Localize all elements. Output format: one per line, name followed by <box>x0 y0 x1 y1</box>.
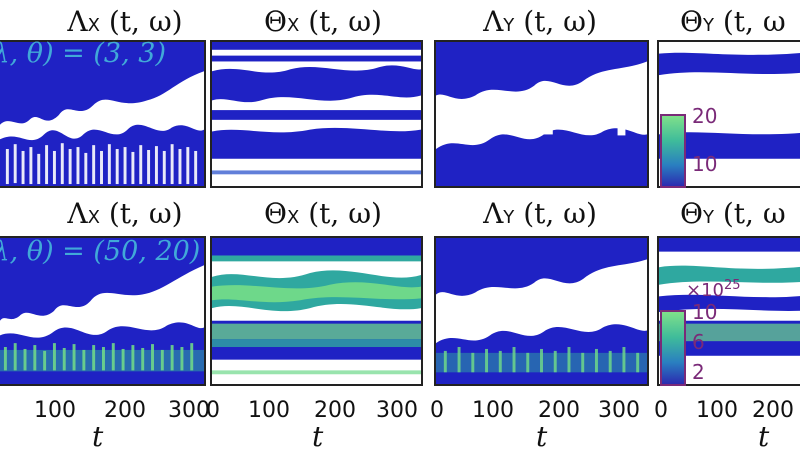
x-tick-label: 0 <box>654 398 668 423</box>
title-theta-x-row1: ΘX (t, ω) <box>264 5 382 38</box>
panel-lambda-y-row2 <box>434 236 649 386</box>
x-axis-label: t <box>92 420 104 453</box>
title-lambda-x-row1: ΛX (t, ω) <box>67 5 183 38</box>
x-tick-label: 0 <box>430 398 444 423</box>
panel-lambda-x-row1 <box>0 40 206 188</box>
x-tick-label: 200 <box>314 398 356 423</box>
parameter-annotation-row2: (λ, θ) = (50, 20) <box>0 236 201 267</box>
title-theta-y-row2: ΘY (t, ω <box>680 197 786 230</box>
colorbar-row1 <box>660 114 686 188</box>
colorbar-row2 <box>660 310 686 386</box>
heatmap-lambda-y-row1 <box>436 42 647 186</box>
panel-theta-x-row1 <box>210 40 423 188</box>
title-lambda-y-row2: ΛY (t, ω) <box>483 197 597 230</box>
panel-lambda-y-row1 <box>434 40 649 188</box>
x-tick-label: 0 <box>206 398 220 423</box>
x-axis-label: t <box>312 420 324 453</box>
colorbar-tick-row1: 20 <box>692 104 718 128</box>
x-tick-label: 100 <box>472 398 514 423</box>
heatmap-lambda-x-row2 <box>0 238 204 384</box>
heatmap-lambda-x-row1 <box>0 42 204 186</box>
x-tick-label: 300 <box>168 398 210 423</box>
colorbar-exponent-row2: ×1025 <box>686 278 741 301</box>
panel-theta-x-row2 <box>210 236 423 386</box>
colorbar-tick-row2: 6 <box>692 330 705 354</box>
x-axis-label: t <box>758 420 770 453</box>
title-lambda-x-row2: ΛX (t, ω) <box>67 197 183 230</box>
x-tick-label: 100 <box>34 398 76 423</box>
x-tick-label: 200 <box>752 398 794 423</box>
heatmap-theta-x-row1 <box>212 42 421 186</box>
x-axis-label: t <box>536 420 548 453</box>
parameter-annotation-row1: (λ, θ) = (3, 3) <box>0 38 166 69</box>
x-tick-label: 200 <box>104 398 146 423</box>
x-tick-label: 100 <box>248 398 290 423</box>
title-theta-x-row2: ΘX (t, ω) <box>264 197 382 230</box>
colorbar-tick-row2: 10 <box>692 300 718 324</box>
title-theta-y-row1: ΘY (t, ω <box>680 5 786 38</box>
panel-lambda-x-row2 <box>0 236 206 386</box>
x-tick-label: 100 <box>696 398 738 423</box>
heatmap-lambda-y-row2 <box>436 238 647 384</box>
x-tick-label: 300 <box>376 398 418 423</box>
colorbar-tick-row1: 10 <box>692 152 718 176</box>
x-tick-label: 200 <box>538 398 580 423</box>
heatmap-theta-x-row2 <box>212 238 421 384</box>
colorbar-tick-row2: 2 <box>692 360 705 384</box>
x-tick-label: 300 <box>598 398 640 423</box>
title-lambda-y-row1: ΛY (t, ω) <box>483 5 597 38</box>
